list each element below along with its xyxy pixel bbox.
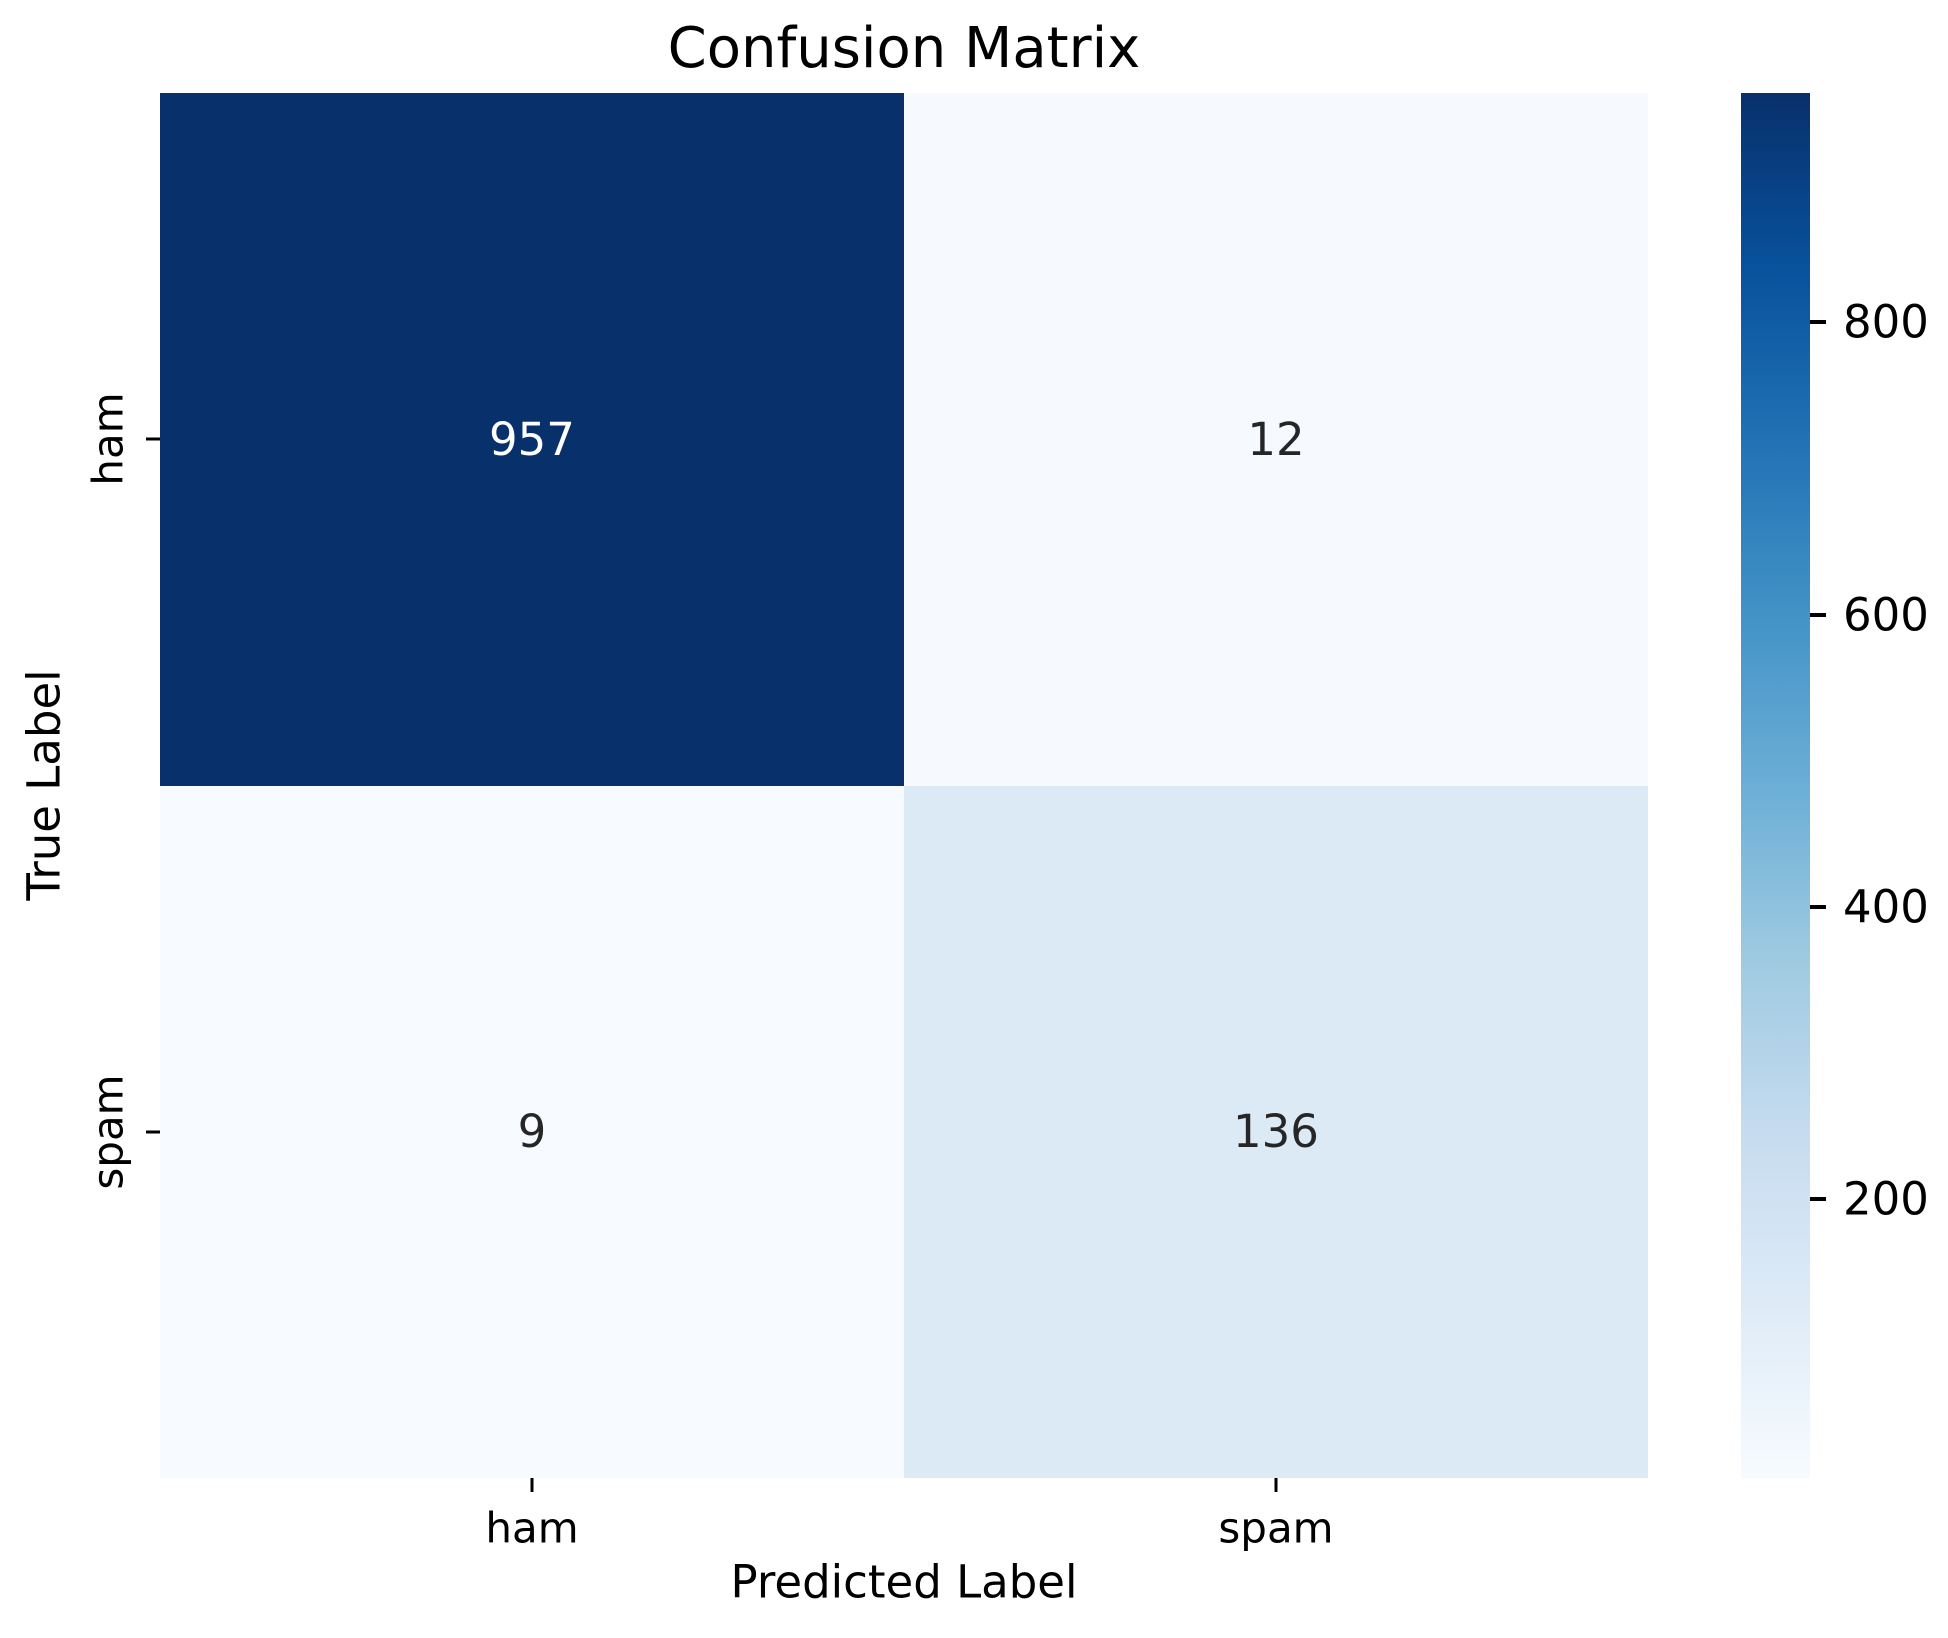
y-tick-label-ham: ham <box>83 392 133 486</box>
heatmap-cell-ham-spam: 12 <box>904 93 1648 786</box>
y-tick-mark <box>146 1130 160 1134</box>
chart-title: Confusion Matrix <box>667 16 1141 81</box>
colorbar-tick-label-400: 400 <box>1843 880 1929 934</box>
heatmap: 957 12 9 136 <box>160 93 1648 1478</box>
cell-value: 12 <box>1247 412 1305 466</box>
x-tick-mark <box>530 1478 534 1492</box>
y-tick-mark <box>146 437 160 441</box>
heatmap-cell-spam-ham: 9 <box>160 785 904 1478</box>
colorbar-tick-mark <box>1810 904 1826 909</box>
colorbar-tick-label-800: 800 <box>1843 295 1929 349</box>
colorbar-tick-mark <box>1810 612 1826 617</box>
cell-value: 957 <box>489 412 575 466</box>
heatmap-cell-ham-ham: 957 <box>160 93 904 786</box>
colorbar-tick-mark <box>1810 1196 1826 1201</box>
y-tick-label-spam: spam <box>83 1074 133 1190</box>
colorbar-tick-label-200: 200 <box>1843 1172 1929 1226</box>
colorbar-tick-mark <box>1810 320 1826 325</box>
x-tick-mark <box>1274 1478 1278 1492</box>
cell-value: 9 <box>517 1105 547 1159</box>
cell-value: 136 <box>1233 1105 1319 1159</box>
x-axis-label: Predicted Label <box>730 1555 1078 1609</box>
y-axis-label: True Label <box>17 669 71 901</box>
colorbar-tick-label-600: 600 <box>1843 588 1929 642</box>
x-tick-label-spam: spam <box>1218 1503 1334 1553</box>
heatmap-cell-spam-spam: 136 <box>904 785 1648 1478</box>
x-tick-label-ham: ham <box>485 1503 579 1553</box>
colorbar <box>1741 93 1810 1478</box>
